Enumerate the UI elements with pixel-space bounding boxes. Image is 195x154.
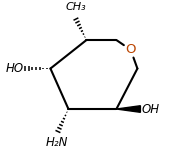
Text: OH: OH xyxy=(142,103,160,116)
Text: O: O xyxy=(125,43,136,56)
Polygon shape xyxy=(116,106,140,112)
Text: H₂N: H₂N xyxy=(45,136,68,149)
Text: HO: HO xyxy=(5,62,23,75)
Text: CH₃: CH₃ xyxy=(66,2,86,12)
